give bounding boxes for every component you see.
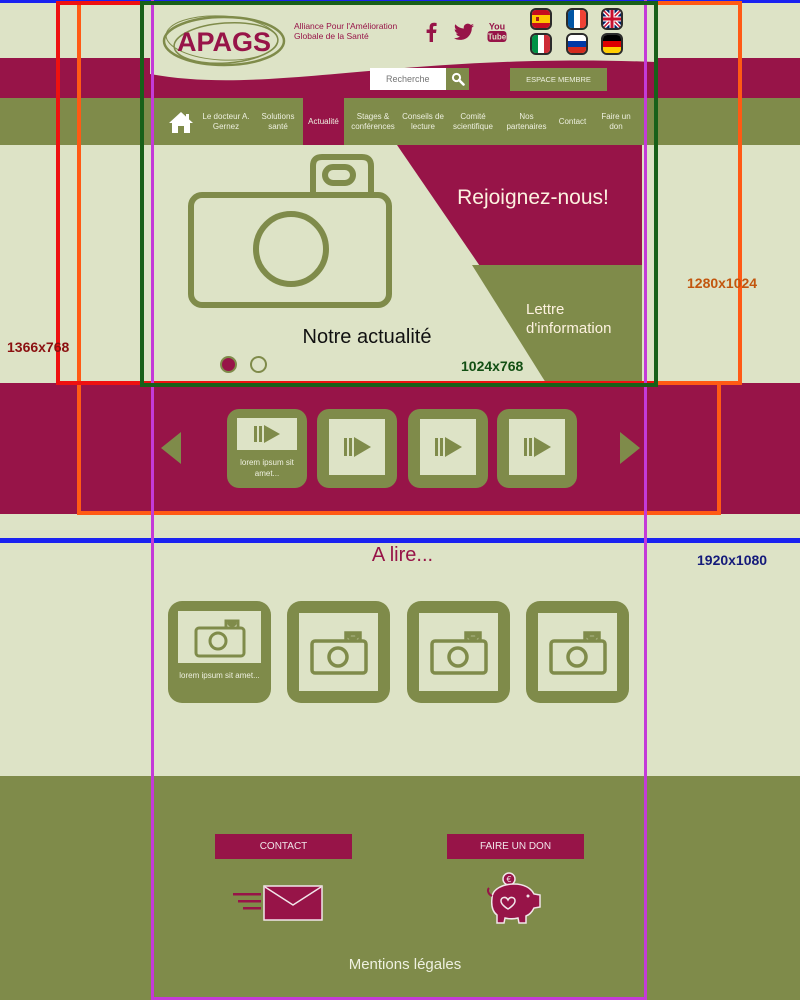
flag-it-icon[interactable] (530, 33, 552, 55)
video-thumb-2[interactable] (317, 409, 397, 488)
navbar (0, 98, 800, 145)
video-band (0, 383, 800, 514)
hero-title: Notre actualité (302, 326, 432, 348)
join-us-link[interactable]: Rejoignez-nous! (457, 186, 609, 209)
nav-item-actualite[interactable]: Actualité (303, 98, 344, 145)
video-caption: lorem ipsum sit amet... (240, 458, 294, 478)
frame-1920-top (0, 0, 800, 3)
camera-icon (429, 631, 488, 675)
footer (0, 776, 800, 1000)
member-space-button[interactable]: ESPACE MEMBRE (510, 68, 607, 91)
flag-uk-icon[interactable] (601, 8, 623, 30)
flag-de-icon[interactable] (601, 33, 623, 55)
carousel-prev-button[interactable] (150, 388, 191, 508)
nav-item-don[interactable]: Faire un don (601, 111, 631, 131)
nav-item-solutions[interactable]: Solutions santé (261, 111, 295, 131)
reading-thumb-1[interactable]: lorem ipsum sit amet... (168, 601, 271, 703)
play-icon (435, 437, 462, 457)
tagline: Alliance Pour l'Amélioration Globale de … (294, 21, 398, 41)
youtube-icon[interactable]: You Tube (485, 20, 509, 44)
search-input[interactable] (370, 68, 446, 90)
play-icon (254, 425, 280, 443)
logo[interactable]: APAGS (160, 8, 290, 68)
nav-item-docteur[interactable]: Le docteur A. Gernez (202, 111, 250, 131)
slider-dot-2[interactable] (250, 356, 267, 373)
flag-es-icon[interactable] (530, 8, 552, 30)
reading-thumb-2[interactable] (287, 601, 390, 703)
reading-thumb-3[interactable] (407, 601, 510, 703)
svg-text:Tube: Tube (488, 33, 507, 42)
legal-notice-link[interactable]: Mentions légales (348, 956, 462, 973)
reading-thumb-4[interactable] (526, 601, 629, 703)
donate-button[interactable]: FAIRE UN DON (447, 834, 584, 859)
play-icon (524, 437, 551, 457)
reading-caption: lorem ipsum sit amet... (179, 671, 260, 680)
search-icon (451, 72, 465, 86)
svg-text:You: You (489, 22, 505, 32)
nav-item-contact[interactable]: Contact (558, 116, 587, 126)
contact-button[interactable]: CONTACT (215, 834, 352, 859)
flag-ru-icon[interactable] (566, 33, 588, 55)
resolution-label-1366: 1366x768 (7, 339, 70, 355)
nav-item-comite[interactable]: Comité scientifique (452, 111, 494, 131)
resolution-label-1280: 1280x1024 (687, 275, 758, 291)
slider-dot-1[interactable] (220, 356, 237, 373)
arrow-left-icon (160, 432, 181, 464)
arrow-right-icon (619, 432, 640, 464)
camera-icon (309, 631, 368, 675)
video-thumb-3[interactable] (408, 409, 488, 488)
resolution-label-1024: 1024x768 (461, 358, 524, 374)
frame-1920-bottom (0, 538, 800, 543)
facebook-icon[interactable] (420, 20, 444, 44)
twitter-icon[interactable] (452, 20, 476, 44)
video-thumb-4[interactable] (497, 409, 577, 488)
piggy-bank-icon[interactable]: € (484, 870, 546, 926)
resolution-label-1920: 1920x1080 (697, 552, 768, 568)
camera-icon (548, 631, 607, 675)
newsletter-link[interactable]: Lettre d'information (526, 301, 612, 337)
nav-item-conseils[interactable]: Conseils de lecture (402, 111, 444, 131)
camera-icon (188, 154, 392, 308)
hero-slider[interactable] (150, 145, 642, 383)
logo-text: APAGS (177, 27, 271, 57)
video-thumb-1[interactable]: lorem ipsum sit amet... (227, 409, 307, 488)
flag-fr-icon[interactable] (566, 8, 588, 30)
carousel-next-button[interactable] (609, 388, 650, 508)
nav-item-partenaires[interactable]: Nos partenaires (506, 111, 547, 131)
camera-icon (194, 619, 245, 658)
play-icon (344, 437, 371, 457)
nav-home[interactable] (166, 98, 196, 145)
nav-item-stages[interactable]: Stages & conférences (351, 111, 395, 131)
mail-icon[interactable] (232, 882, 324, 924)
svg-text:€: € (506, 875, 511, 884)
home-icon (169, 111, 193, 133)
search-button[interactable] (446, 68, 469, 90)
reading-section-title: A lire... (371, 544, 434, 566)
